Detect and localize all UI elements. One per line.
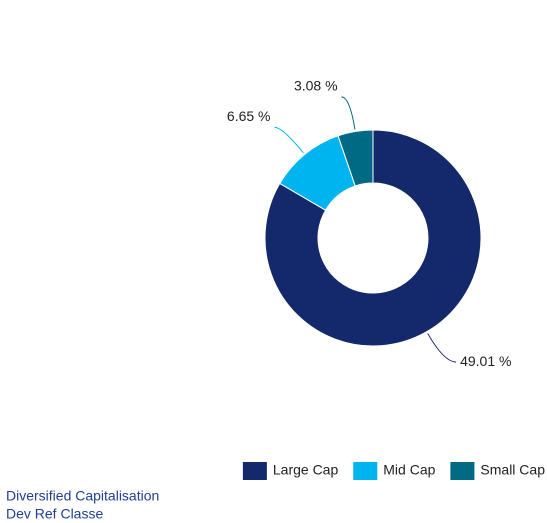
data-label: 6.65 %: [227, 108, 271, 124]
legend-label: Mid Cap: [383, 462, 435, 478]
legend-label: Small Cap: [480, 462, 545, 478]
data-label: 49.01 %: [460, 353, 511, 369]
legend-swatch: [353, 462, 378, 480]
donut-slice: [337, 129, 374, 187]
legend-label: Large Cap: [273, 462, 339, 478]
data-label: 3.08 %: [294, 78, 338, 94]
leader-line: [341, 96, 356, 130]
leader-line: [274, 126, 304, 154]
legend-swatch: [242, 462, 267, 480]
caption-line: Diversified Capitalisation: [6, 488, 159, 504]
legend-swatch: [450, 462, 475, 480]
donut-slice: [264, 129, 482, 347]
leader-line: [427, 333, 457, 363]
caption-line: Dev Ref Classe: [6, 506, 103, 522]
